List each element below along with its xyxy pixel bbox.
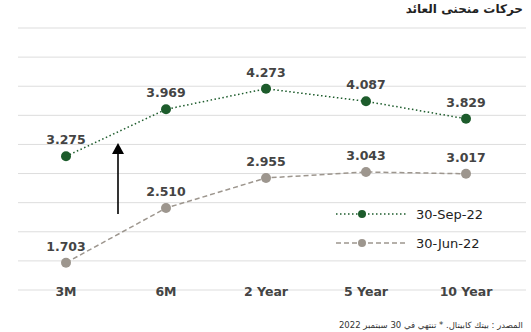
point [261,84,271,94]
arrow-head [112,143,124,154]
point [361,96,371,106]
data-label: 3.829 [446,95,486,110]
grid-line [18,202,526,203]
plot-marks [61,84,471,268]
x-tick-label: 5 Year [344,284,389,299]
legend-marker [358,210,366,218]
point [161,203,171,213]
data-label: 4.087 [346,77,386,92]
grid-line [18,57,526,58]
grid-line [18,115,526,116]
series-line [66,172,466,263]
legend-marker [358,239,366,247]
grid-line [18,260,526,261]
data-label: 3.017 [446,150,486,165]
legend-line [336,213,408,215]
data-label: 2.510 [146,184,186,199]
title: حركات منحنى العائد [406,2,523,16]
point [161,104,171,114]
x-tick-label: 2 Year [244,284,289,299]
grid-line [18,86,526,87]
source-note: المصدر : بيتك كابيتال. * تنتهي في 30 سبت… [339,320,523,330]
data-label: 3.969 [146,85,186,100]
data-label: 1.703 [46,239,86,254]
data-label: 4.273 [246,65,286,80]
point [61,258,71,268]
legend-line [336,242,408,244]
grid-line [18,28,526,29]
legend-label: 30-Sep-22 [416,207,483,222]
x-tick-label: 10 Year [440,284,494,299]
arrow-shaft [117,152,119,214]
chart: 3M 6M 2 Year 5 Year 10 Year 3.275 3.969 4.273 4.… [0,0,531,332]
grid-line [18,144,526,145]
point [461,114,471,124]
grid-line [18,231,526,232]
x-tick-label: 3M [55,284,76,299]
data-label: 3.043 [346,148,386,163]
point [261,173,271,183]
series-line [66,89,466,157]
point [461,169,471,179]
data-label: 3.275 [46,132,86,147]
point [361,167,371,177]
data-label: 2.955 [246,154,286,169]
point [61,151,71,161]
legend-label: 30-Jun-22 [416,236,480,251]
x-tick-label: 6M [155,284,176,299]
